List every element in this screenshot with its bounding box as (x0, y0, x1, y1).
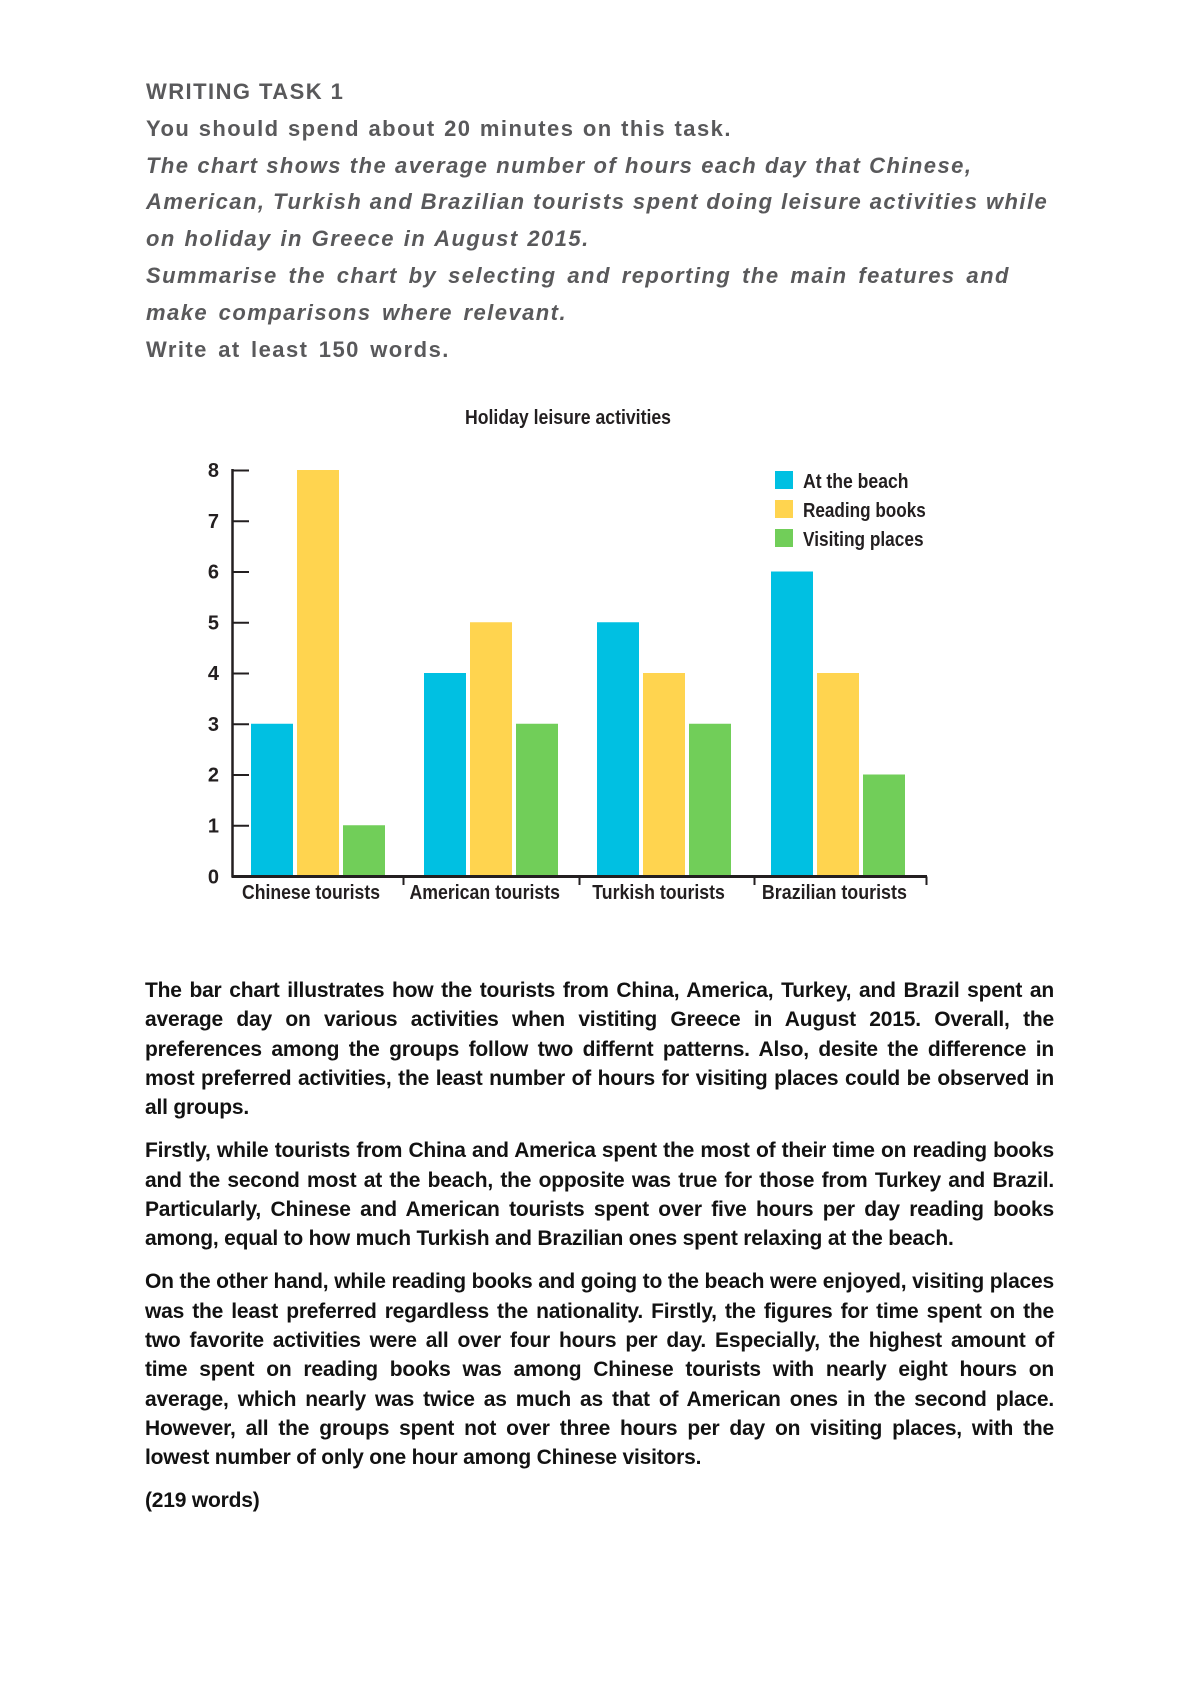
svg-text:8: 8 (208, 460, 219, 482)
svg-text:5: 5 (208, 612, 219, 634)
svg-text:Brazilian tourists: Brazilian tourists (762, 882, 907, 904)
svg-text:1: 1 (208, 815, 219, 837)
svg-text:Holiday leisure activities: Holiday leisure activities (465, 407, 671, 429)
svg-text:2: 2 (208, 765, 219, 787)
svg-text:7: 7 (208, 511, 219, 533)
svg-text:3: 3 (208, 714, 219, 736)
svg-text:Turkish tourists: Turkish tourists (592, 882, 725, 904)
svg-text:At the beach: At the beach (803, 471, 909, 493)
svg-text:0: 0 (208, 867, 219, 889)
svg-text:4: 4 (208, 663, 220, 685)
svg-text:Chinese tourists: Chinese tourists (242, 882, 380, 904)
svg-text:American tourists: American tourists (410, 882, 561, 904)
svg-text:Reading books: Reading books (803, 500, 926, 522)
svg-text:6: 6 (208, 562, 219, 584)
svg-text:Visiting places: Visiting places (803, 529, 924, 551)
